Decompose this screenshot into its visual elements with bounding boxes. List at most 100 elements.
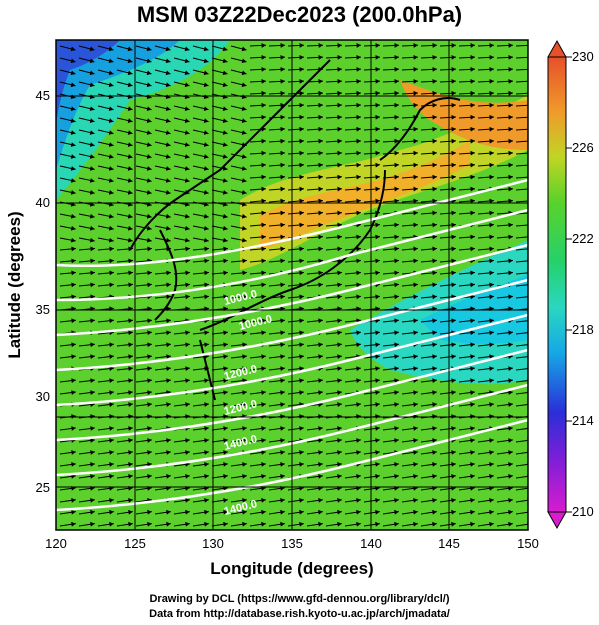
wind-vector-head — [299, 210, 304, 216]
wind-vector-head — [337, 438, 342, 443]
wind-vector-head — [165, 166, 171, 171]
wind-vector-head — [204, 462, 209, 467]
wind-vector — [515, 188, 528, 191]
wind-vector-head — [375, 342, 380, 348]
wind-vector-head — [241, 190, 247, 195]
wind-vector-head — [280, 294, 285, 300]
wind-vector-head — [299, 90, 304, 96]
wind-vector-head — [241, 58, 247, 64]
wind-vector-head — [90, 282, 95, 288]
wind-vector-head — [71, 294, 76, 300]
wind-vector-head — [375, 378, 380, 383]
wind-vector-head — [222, 70, 228, 76]
wind-vector-head — [432, 78, 437, 84]
wind-vector — [515, 56, 528, 59]
wind-vector-head — [242, 258, 247, 264]
wind-vector-head — [223, 426, 228, 431]
wind-vector-head — [451, 150, 456, 156]
wind-vector-head — [71, 270, 76, 276]
wind-vector-head — [413, 54, 418, 60]
colorbar-max-triangle — [547, 39, 567, 58]
wind-vector-head — [470, 162, 475, 168]
wind-vector-head — [470, 186, 475, 192]
wind-vector-head — [489, 497, 494, 503]
wind-vector-head — [71, 282, 76, 288]
wind-vector-head — [280, 222, 285, 228]
wind-vector-head — [109, 521, 114, 527]
colorbar-tick-label: 226 — [572, 140, 594, 155]
wind-vector-head — [394, 378, 399, 383]
wind-vector-head — [318, 78, 323, 84]
wind-vector-head — [508, 114, 513, 120]
wind-vector-head — [337, 318, 342, 324]
wind-vector-head — [184, 118, 190, 123]
wind-vector-head — [299, 66, 304, 72]
wind-vector-head — [204, 474, 209, 479]
wind-vector-head — [356, 174, 361, 180]
wind-vector-head — [147, 402, 152, 407]
wind-vector-head — [432, 450, 437, 455]
wind-vector-head — [299, 318, 304, 324]
wind-vector-head — [280, 66, 285, 72]
wind-vector-head — [147, 270, 152, 276]
wind-vector — [515, 248, 528, 251]
wind-vector-head — [432, 474, 437, 479]
wind-vector-head — [508, 90, 513, 96]
wind-vector-head — [261, 246, 266, 252]
wind-vector-head — [432, 438, 437, 443]
wind-vector-head — [280, 378, 285, 383]
wind-vector-head — [489, 330, 494, 336]
wind-vector-head — [318, 210, 323, 216]
wind-vector-head — [470, 426, 475, 431]
y-tick-label: 25 — [36, 480, 50, 495]
wind-vector-head — [261, 114, 266, 120]
wind-vector-head — [147, 318, 152, 324]
wind-vector-head — [508, 366, 513, 372]
wind-vector-head — [451, 174, 456, 180]
wind-vector-head — [432, 234, 437, 240]
wind-vector-head — [299, 222, 304, 228]
wind-vector-head — [71, 258, 76, 264]
wind-vector-head — [413, 294, 418, 300]
wind-vector-head — [508, 138, 513, 144]
wind-vector-head — [318, 450, 323, 455]
wind-vector-head — [508, 162, 513, 168]
wind-vector-head — [356, 402, 361, 407]
wind-vector-head — [71, 378, 76, 383]
wind-vector-head — [70, 46, 76, 52]
wind-vector-head — [204, 294, 209, 300]
wind-vector-head — [128, 390, 133, 395]
wind-vector-head — [413, 174, 418, 180]
wind-vector-head — [280, 282, 285, 288]
wind-vector-head — [356, 114, 361, 120]
wind-vector-head — [508, 390, 513, 395]
wind-vector-head — [451, 474, 456, 479]
wind-vector-head — [203, 58, 209, 64]
wind-vector-head — [451, 497, 456, 503]
wind-vector-head — [165, 154, 171, 159]
wind-vector-head — [508, 126, 513, 132]
wind-vector-head — [128, 246, 133, 252]
wind-vector-head — [242, 270, 247, 276]
wind-vector — [515, 332, 528, 335]
wind-vector-head — [451, 426, 456, 431]
wind-vector-head — [470, 102, 475, 108]
wind-vector-head — [470, 402, 475, 407]
y-tick-label: 35 — [36, 302, 50, 317]
wind-vector-head — [470, 294, 475, 300]
wind-vector-head — [166, 282, 171, 288]
wind-vector-head — [241, 46, 247, 52]
wind-vector-head — [337, 402, 342, 407]
wind-vector-head — [166, 354, 171, 360]
wind-vector-head — [222, 225, 228, 231]
wind-vector-head — [128, 354, 133, 360]
wind-vector-head — [299, 126, 304, 132]
wind-vector-head — [470, 497, 475, 503]
wind-vector-head — [375, 294, 380, 300]
wind-vector-head — [299, 102, 304, 108]
x-axis-title: Longitude (degrees) — [210, 559, 373, 578]
wind-vector-head — [432, 90, 437, 96]
wind-vector-head — [337, 43, 342, 48]
wind-vector-head — [508, 378, 513, 383]
wind-vector-head — [89, 213, 95, 219]
